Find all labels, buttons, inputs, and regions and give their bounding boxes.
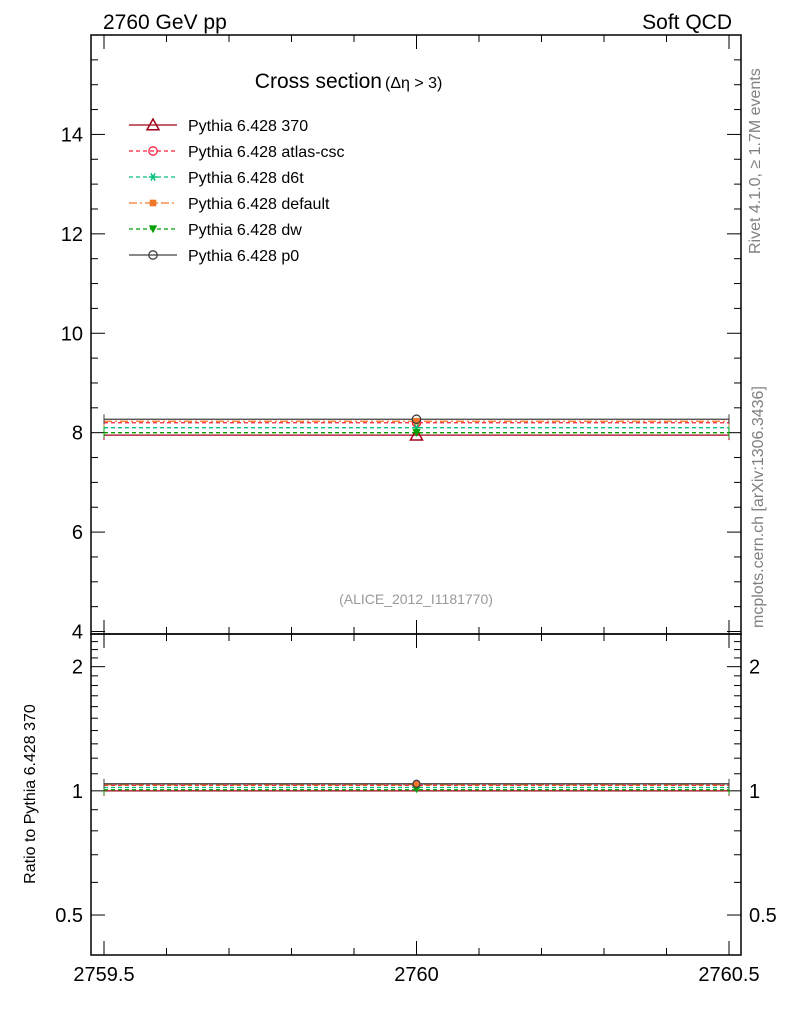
legend-entry-0: Pythia 6.428 370: [129, 117, 308, 135]
marker-circle: [412, 779, 421, 788]
ratio-panel: 0.5 0.5 1 1 2 2 2759.5 2760 2760.5: [55, 633, 777, 986]
marker-square: [413, 781, 420, 788]
marker-circle: [411, 414, 422, 425]
ratio-ylabel: Ratio to Pythia 6.428 370: [22, 704, 39, 884]
ratio-ytick-label-right: 2: [749, 657, 760, 679]
main-ytick-label: 6: [72, 522, 83, 544]
main-ytick-label: 8: [72, 423, 83, 445]
legend-label: Pythia 6.428 atlas-csc: [188, 144, 345, 161]
legend-entry-1: Pythia 6.428 atlas-csc: [129, 144, 345, 161]
xtick-label: 2759.5: [73, 964, 134, 986]
main-point-5: [411, 414, 422, 425]
main-ytick-label: 4: [72, 622, 83, 644]
legend: Pythia 6.428 370 Pythia 6.428 atlas-csc Py…: [129, 117, 345, 265]
marker-asterisk: [150, 172, 156, 182]
legend-label: Pythia 6.428 dw: [188, 222, 302, 239]
ratio-ytick-label-right: 1: [749, 781, 760, 803]
main-series-layer: [103, 414, 730, 441]
marker-triangle: [409, 427, 424, 441]
legend-label: Pythia 6.428 default: [188, 196, 330, 213]
main-axis-ticks: 4 6 8 10 12 14: [61, 34, 741, 644]
marker-circle: [148, 250, 158, 260]
main-point-4: [412, 429, 421, 437]
marker-square: [413, 417, 420, 425]
marker-square: [149, 199, 157, 207]
main-ytick-label: 10: [61, 323, 83, 345]
marker-triangle-down: [148, 225, 158, 234]
rivet-label: Rivet 4.1.0, ≥ 1.7M events: [747, 68, 764, 254]
legend-label: Pythia 6.428 d6t: [188, 170, 304, 187]
ratio-series-layer: [103, 778, 730, 796]
main-point-0: [409, 427, 424, 441]
main-panel: 4 6 8 10 12 14: [61, 34, 742, 644]
ratio-axis-ticks: 0.5 0.5 1 1 2 2 2759.5 2760 2760.5: [55, 633, 777, 986]
legend-entry-3: Pythia 6.428 default: [129, 196, 330, 213]
header-right-label: Soft QCD: [642, 11, 732, 34]
main-point-3: [413, 417, 420, 425]
ratio-ytick-label-left: 0.5: [55, 905, 83, 927]
ratio-frame: [90, 633, 742, 956]
header-left-label: 2760 GeV pp: [103, 11, 227, 34]
analysis-label: (ALICE_2012_I1181770): [339, 591, 493, 607]
legend-label: Pythia 6.428 370: [188, 118, 308, 135]
marker-circle: [148, 146, 158, 156]
marker-triangle: [145, 117, 161, 131]
legend-entry-2: Pythia 6.428 d6t: [129, 170, 304, 187]
main-series-4: [103, 427, 730, 438]
xtick-label: 2760.5: [698, 964, 759, 986]
ratio-point-5: [412, 779, 421, 788]
ratio-point-4: [413, 786, 420, 794]
chart-subtitle: (Δη > 3): [385, 75, 442, 92]
ratio-ytick-label-right: 0.5: [749, 905, 777, 927]
mcplots-label: mcplots.cern.ch [arXiv:1306.3436]: [750, 386, 767, 628]
marker-triangle-down: [413, 786, 420, 794]
legend-entry-4: Pythia 6.428 dw: [129, 222, 302, 239]
legend-label: Pythia 6.428 p0: [188, 248, 299, 265]
ratio-point-3: [413, 781, 420, 788]
marker-triangle-down: [412, 429, 421, 437]
chart-title: Cross section: [255, 70, 382, 93]
ratio-ytick-label-left: 1: [72, 781, 83, 803]
main-ytick-label: 14: [61, 124, 83, 146]
ratio-ytick-label-left: 2: [72, 657, 83, 679]
main-ytick-label: 12: [61, 224, 83, 246]
xtick-label: 2760: [394, 964, 439, 986]
legend-entry-5: Pythia 6.428 p0: [129, 248, 299, 265]
